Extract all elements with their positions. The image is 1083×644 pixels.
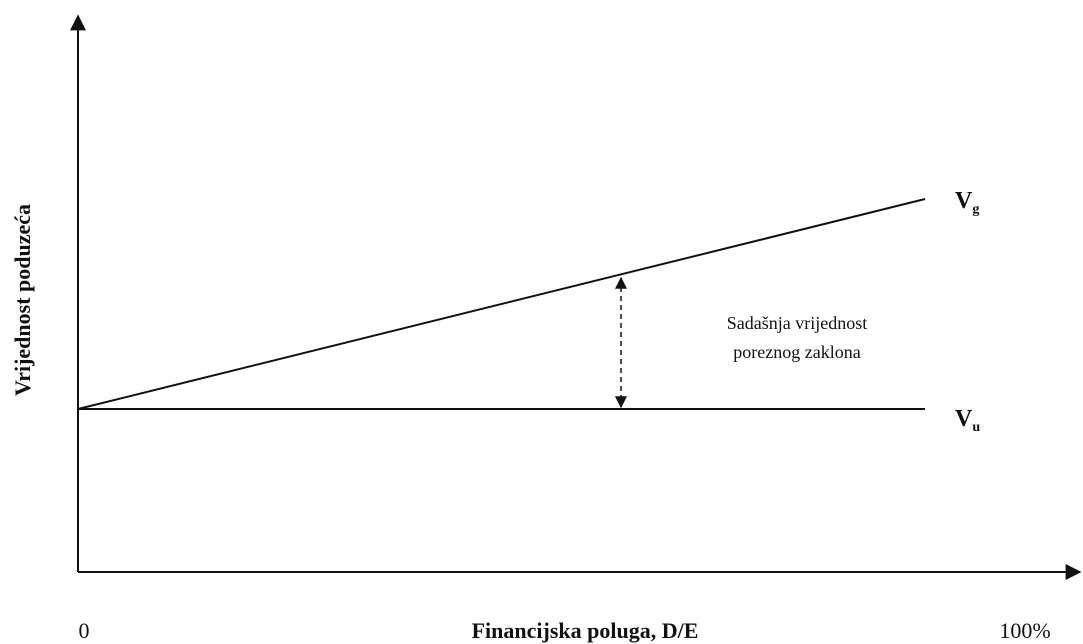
vu-sub: u [972,420,980,435]
annotation-line: Sadašnja vrijednost [727,313,867,333]
vg-main: V [955,188,973,214]
annotation-line: poreznog zaklona [733,342,860,362]
y-axis-label: Vrijednost poduzeća [10,204,35,396]
vg-label: Vg [955,188,979,217]
vu-label: Vu [955,406,980,435]
x-axis-label: Financijska poluga, D/E [472,618,699,643]
vg-sub: g [972,202,979,217]
vu-main: V [955,406,973,432]
x-end-label: 100% [999,618,1050,643]
x-start-label: 0 [79,618,90,643]
vg-line [77,198,926,410]
